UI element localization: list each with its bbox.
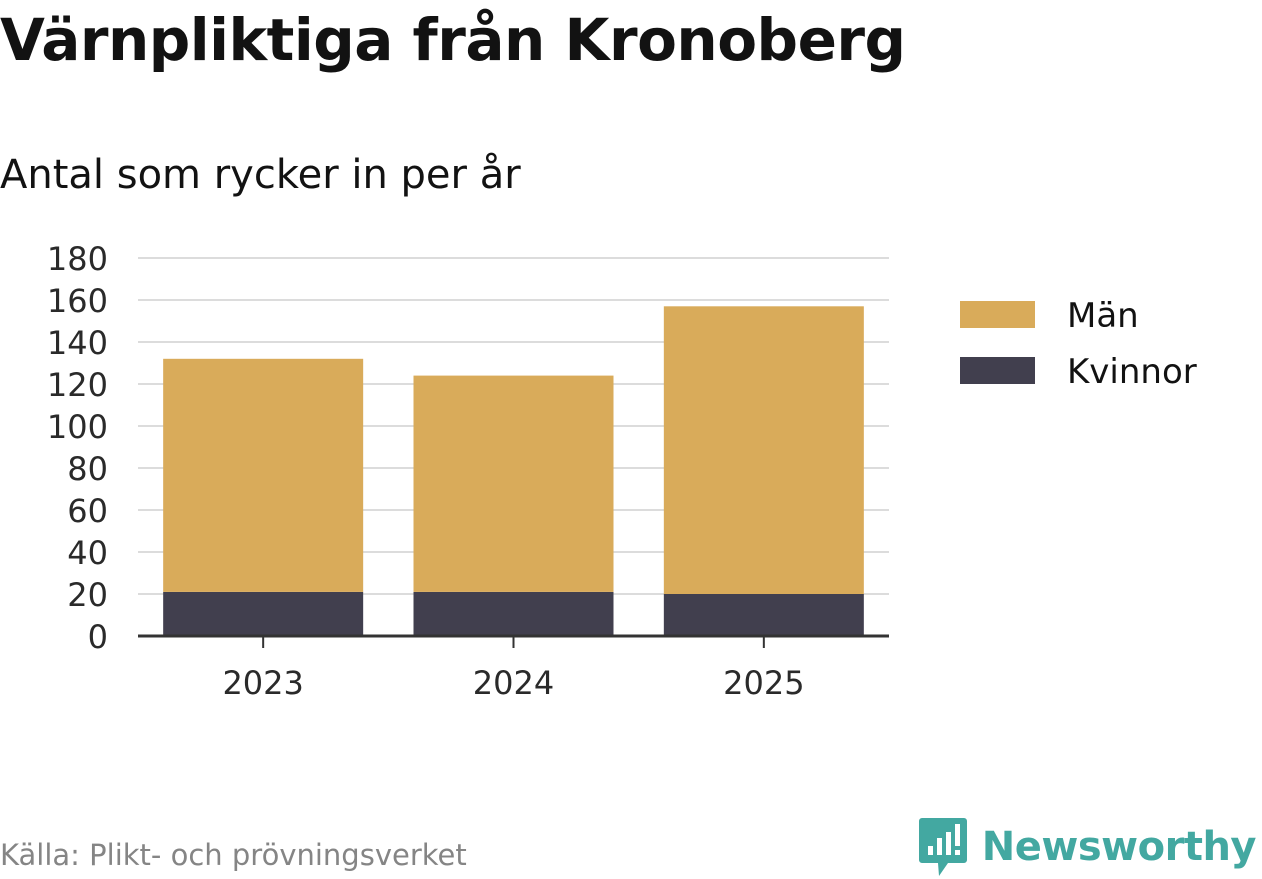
legend-swatch-män xyxy=(960,301,1035,328)
y-tick-label: 20 xyxy=(67,576,108,614)
chart-subtitle: Antal som rycker in per år xyxy=(0,152,521,198)
legend-swatch-kvinnor xyxy=(960,357,1035,384)
x-tick-label: 2024 xyxy=(473,664,554,702)
bar-män-2024 xyxy=(413,375,614,592)
bar-män-2025 xyxy=(663,306,864,594)
y-tick-label: 160 xyxy=(47,282,108,320)
brand-logo: Newsworthy xyxy=(918,816,1257,878)
y-tick-label: 80 xyxy=(67,450,108,488)
y-tick-label: 100 xyxy=(47,408,108,446)
bar-kvinnor-2023 xyxy=(163,591,364,636)
brand-name: Newsworthy xyxy=(981,824,1257,870)
legend-label-kvinnor: Kvinnor xyxy=(1067,352,1197,392)
newsworthy-logo-icon xyxy=(918,818,967,876)
source-note: Källa: Plikt- och prövningsverket xyxy=(0,838,467,872)
y-tick-label: 180 xyxy=(47,240,108,278)
legend-label-män: Män xyxy=(1067,296,1139,336)
bar-kvinnor-2025 xyxy=(663,594,864,636)
legend: Män Kvinnor xyxy=(960,296,1197,392)
y-tick-label: 140 xyxy=(47,324,108,362)
y-tick-label: 0 xyxy=(88,618,108,656)
bar-män-2023 xyxy=(163,358,364,592)
x-tick-label: 2025 xyxy=(723,664,804,702)
axes: 0 20 40 60 80 100 120 140 160 180 2023 2024 2025 xyxy=(47,240,889,702)
bar-kvinnor-2024 xyxy=(413,591,614,636)
y-tick-label: 120 xyxy=(47,366,108,404)
y-tick-label: 60 xyxy=(67,492,108,530)
y-tick-label: 40 xyxy=(67,534,108,572)
chart-title: Värnpliktiga från Kronoberg xyxy=(0,6,906,74)
x-tick-label: 2023 xyxy=(222,664,303,702)
bars xyxy=(163,306,864,636)
